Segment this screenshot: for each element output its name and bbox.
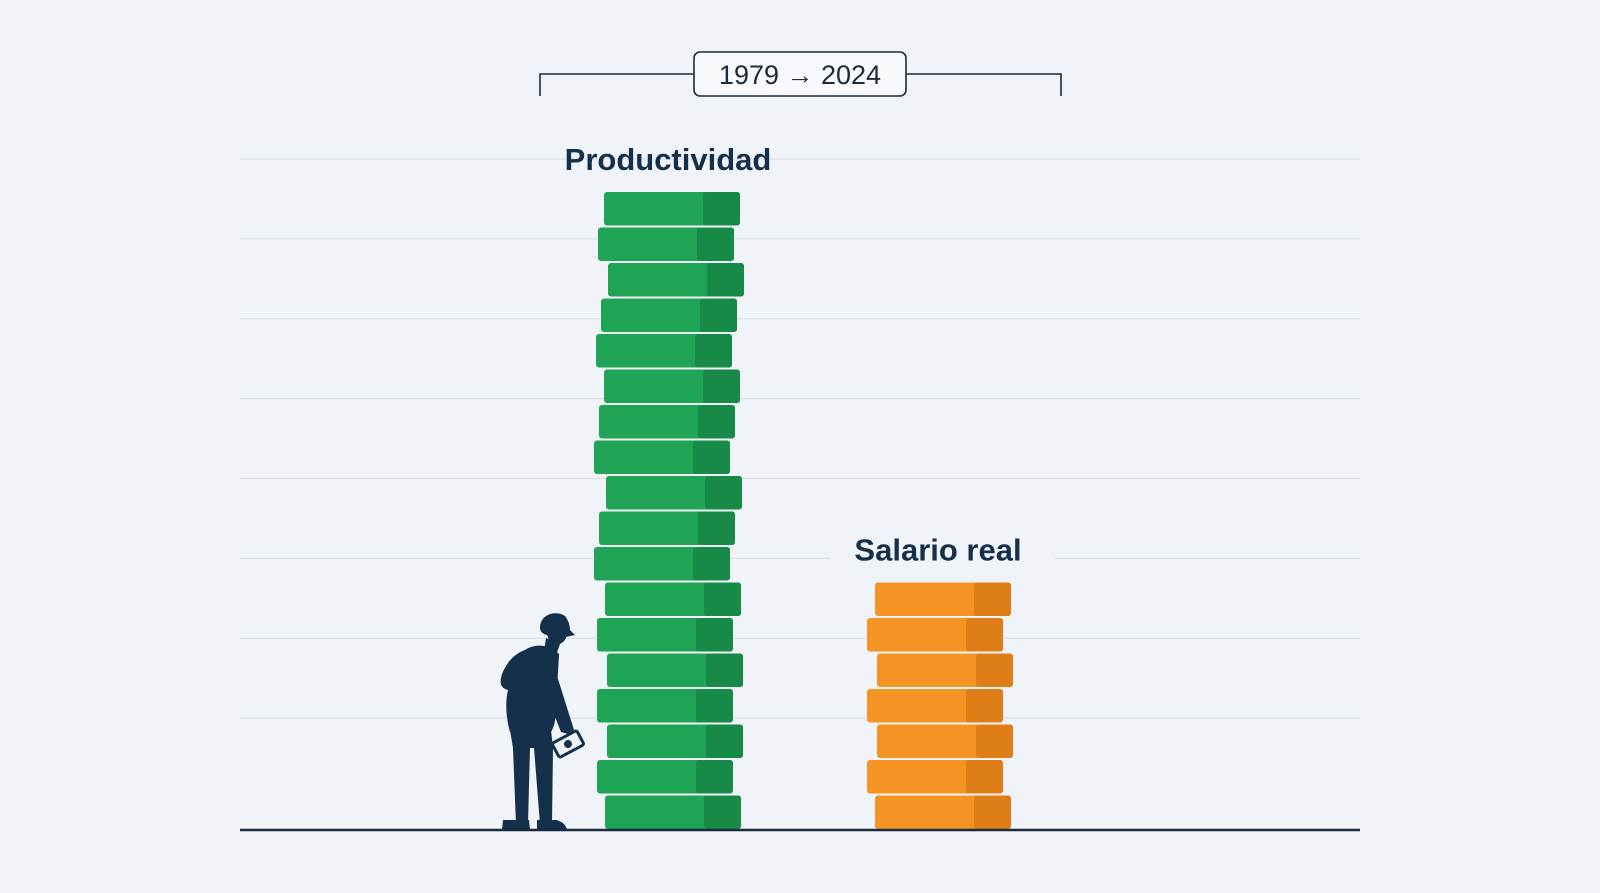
bar-block — [867, 760, 1003, 794]
bar-block-shade — [706, 724, 743, 758]
bar-block — [594, 440, 730, 474]
bar-block — [599, 511, 735, 545]
bar-productividad: Productividad — [565, 142, 772, 829]
bar-block — [875, 582, 1011, 616]
bar-block-shade — [698, 405, 735, 439]
bar-block — [604, 192, 740, 226]
bar-block — [606, 476, 742, 510]
period-bracket: 1979 → 2024 — [539, 51, 1062, 97]
bar-block-shade — [966, 689, 1003, 723]
worker-with-money-icon — [500, 613, 585, 830]
bar-block-shade — [695, 334, 732, 368]
bar-block — [605, 795, 741, 829]
period-label: 1979 → 2024 — [719, 60, 881, 90]
bar-label-background — [830, 528, 1054, 573]
bar-block — [608, 263, 744, 297]
bar-block-shade — [696, 618, 733, 652]
bar-label: Productividad — [565, 142, 772, 177]
worker-arm — [543, 660, 574, 734]
worker-legs — [510, 730, 553, 824]
bar-block-shade — [976, 653, 1013, 687]
bar-salario-real: Salario real — [830, 528, 1054, 829]
bar-block-shade — [707, 263, 744, 297]
bar-block — [867, 618, 1003, 652]
bar-block — [877, 653, 1013, 687]
period-label-box — [693, 51, 907, 97]
bar-block-shade — [966, 760, 1003, 794]
worker-head — [546, 628, 568, 645]
bar-block-shade — [974, 582, 1011, 616]
bar-block-shade — [704, 795, 741, 829]
bar-block-shade — [696, 689, 733, 723]
banknote-symbol — [564, 740, 572, 748]
bar-block — [597, 618, 733, 652]
bar-block — [596, 334, 732, 368]
bar-block-shade — [703, 369, 740, 403]
period-bracket-left — [539, 73, 694, 96]
bar-block-shade — [697, 227, 734, 261]
bar-block — [607, 653, 743, 687]
banknote-icon — [551, 729, 585, 759]
bar-block-shade — [703, 192, 740, 226]
bar-block — [607, 724, 743, 758]
bar-block-shade — [693, 547, 730, 581]
bar-label: Salario real — [854, 533, 1021, 568]
bar-block — [604, 369, 740, 403]
bar-block-shade — [696, 760, 733, 794]
worker-shoe-left — [502, 820, 530, 830]
bar-block — [598, 227, 734, 261]
bar-block-shade — [698, 511, 735, 545]
bar-block — [877, 724, 1013, 758]
worker-shoe-right — [537, 820, 567, 830]
bar-block — [599, 405, 735, 439]
period-bracket-right — [906, 73, 1062, 96]
bar-block — [605, 582, 741, 616]
gridlines — [240, 158, 1360, 719]
bar-block-shade — [693, 440, 730, 474]
bar-block — [875, 795, 1011, 829]
bar-block-shade — [705, 476, 742, 510]
bar-block — [597, 760, 733, 794]
bar-block — [601, 298, 737, 332]
bar-block-shade — [966, 618, 1003, 652]
bar-block-shade — [976, 724, 1013, 758]
bar-block-shade — [706, 653, 743, 687]
bar-block — [597, 689, 733, 723]
bar-block — [594, 547, 730, 581]
bar-block-shade — [700, 298, 737, 332]
bar-block — [867, 689, 1003, 723]
bar-block-shade — [974, 795, 1011, 829]
bars: Productividad Salario real — [565, 142, 1054, 829]
bar-block-shade — [704, 582, 741, 616]
